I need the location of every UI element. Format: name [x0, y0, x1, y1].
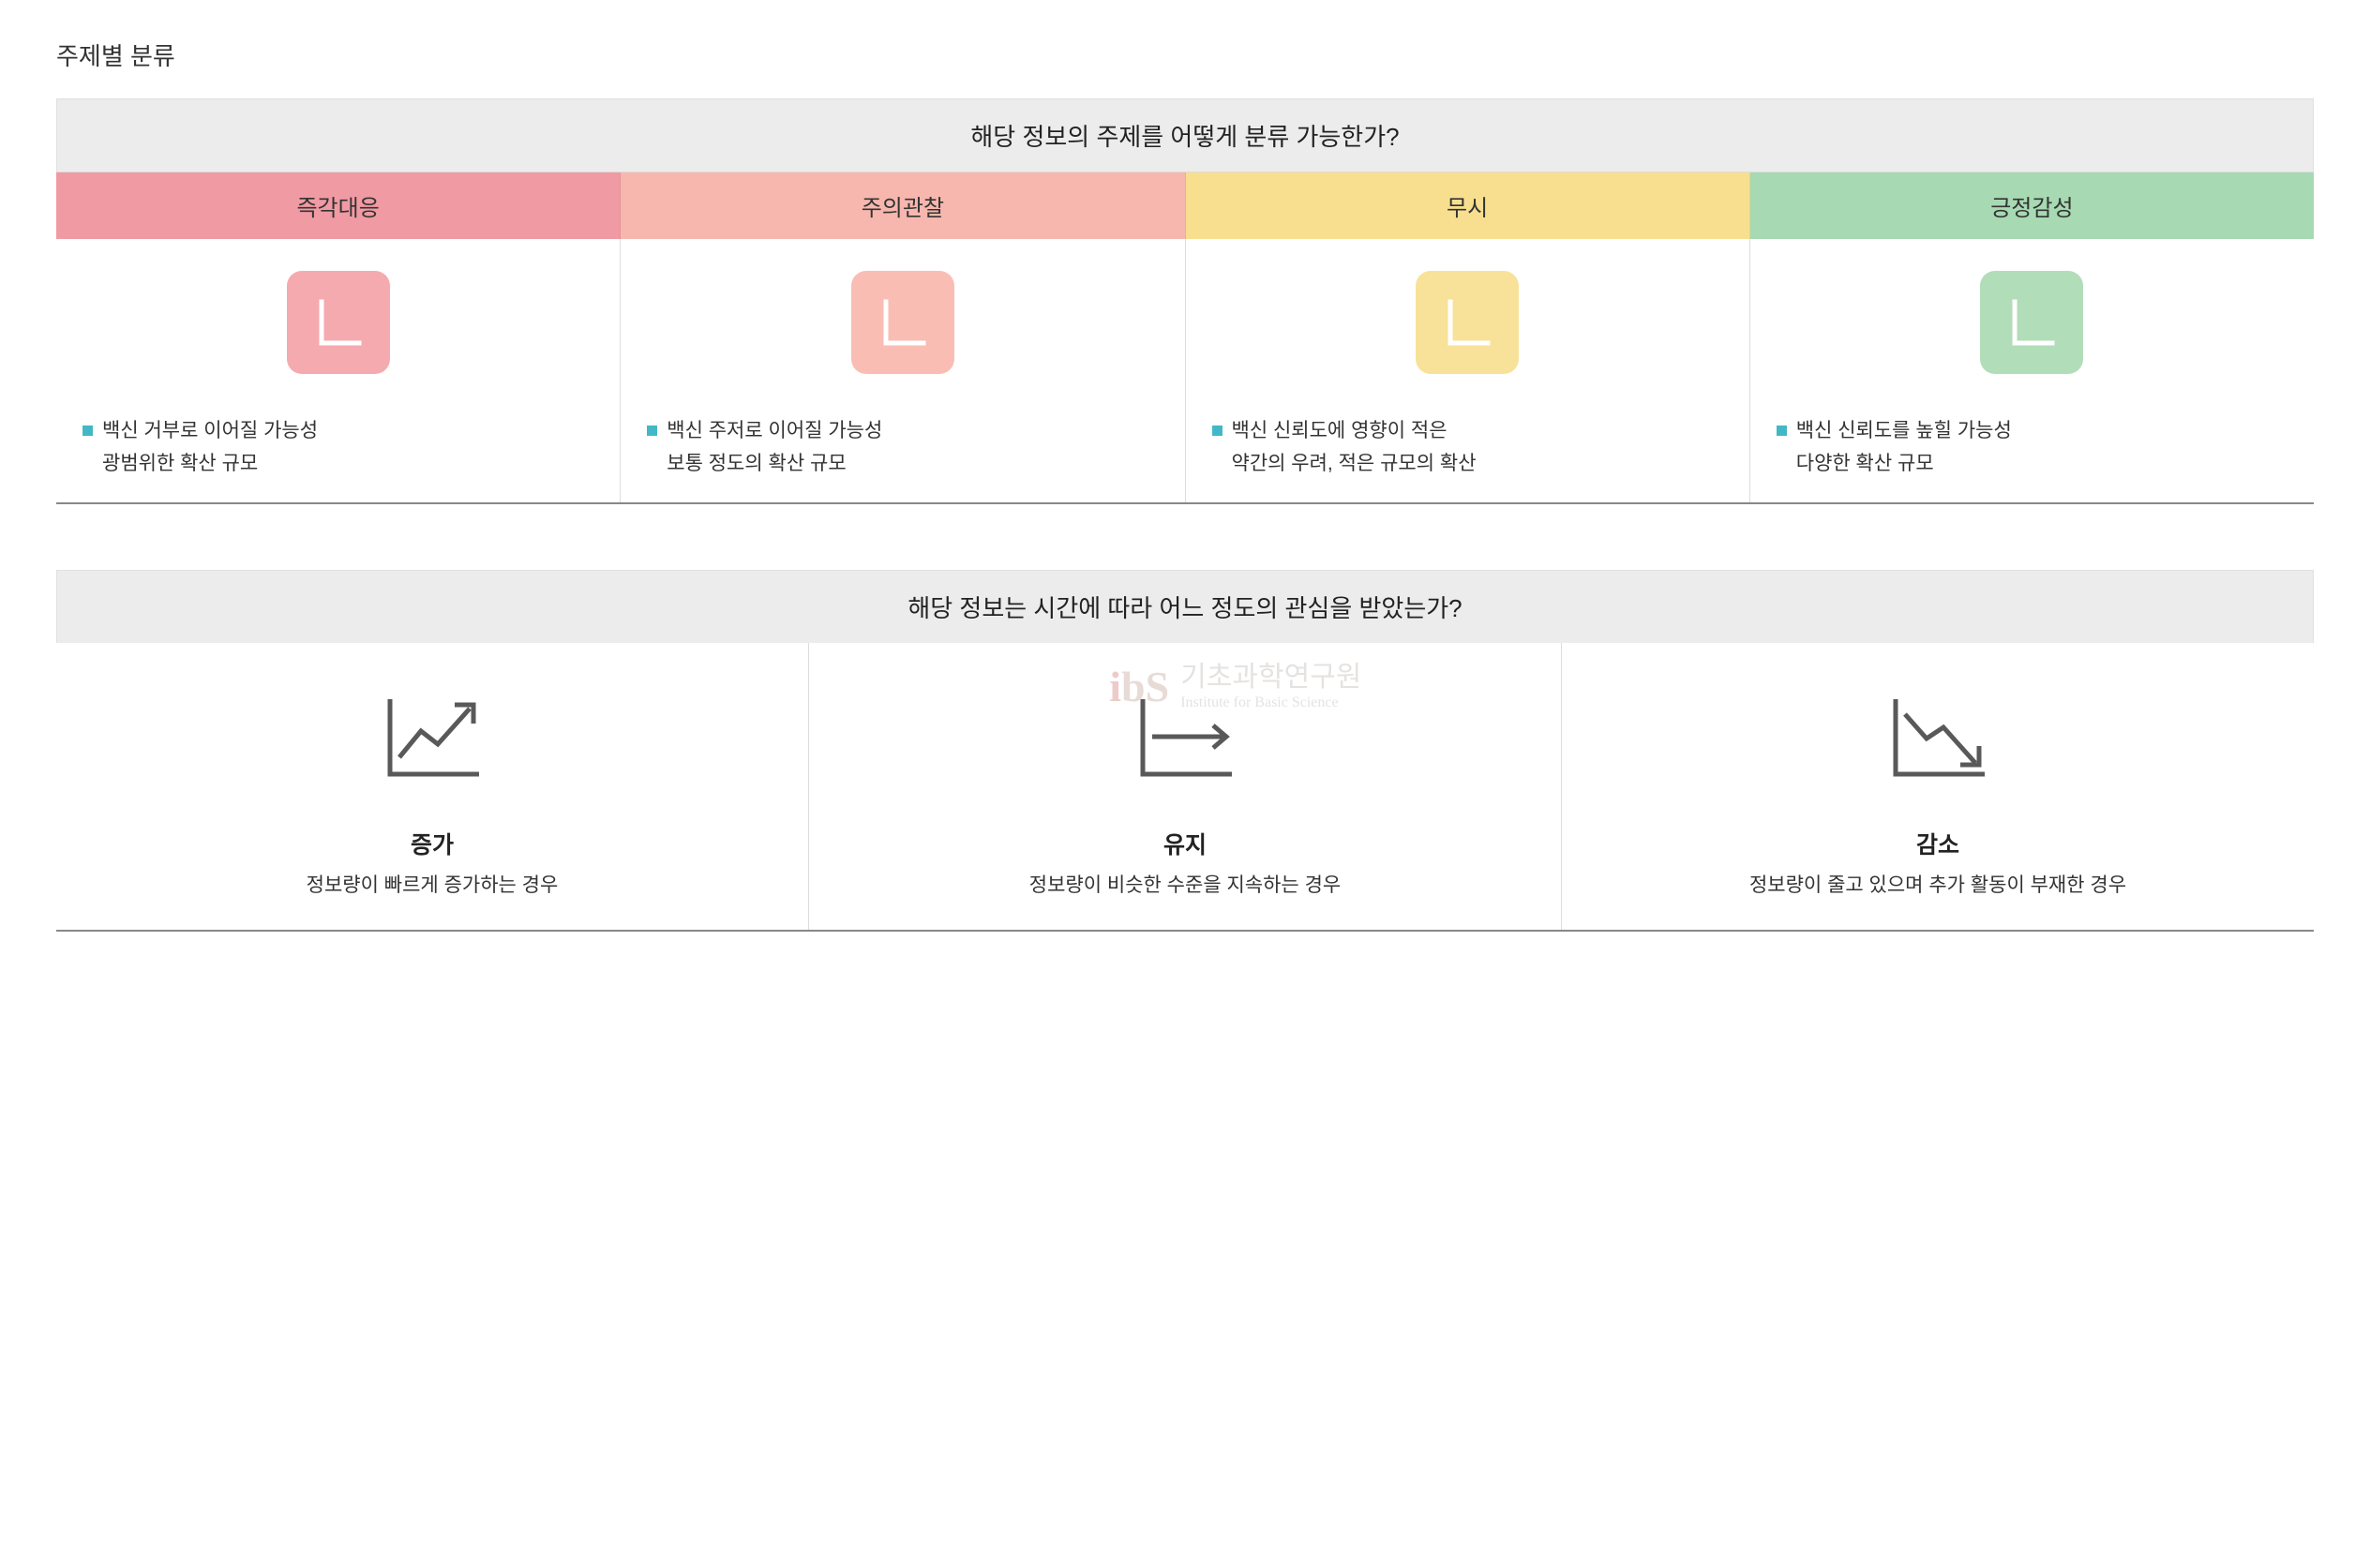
trend-section: 해당 정보는 시간에 따라 어느 정도의 관심을 받았는가? 증가 정보량이 빠… — [56, 570, 2314, 932]
bullet-marker-icon — [1212, 426, 1222, 436]
trend-cell-steady: ibS 기초과학연구원 Institute for Basic Science … — [809, 643, 1562, 930]
category-content-row: 백신 거부로 이어질 가능성 광범위한 확산 규모 백신 주저로 이어질 가능성… — [56, 239, 2314, 504]
trend-desc: 정보량이 비슷한 수준을 지속하는 경우 — [1029, 870, 1341, 898]
bullet-text-line2: 다양한 확산 규모 — [1777, 448, 2288, 481]
chart-axis-icon — [1980, 271, 2083, 374]
chart-axis-icon — [287, 271, 390, 374]
bullet-text-line1: 백신 주저로 이어질 가능성 — [667, 415, 1158, 448]
trend-desc: 정보량이 빠르게 증가하는 경우 — [307, 870, 559, 898]
bullet-block: 백신 신뢰도에 영향이 적은 약간의 우려, 적은 규모의 확산 — [1212, 415, 1723, 480]
chart-axis-icon — [851, 271, 954, 374]
bullet-marker-icon — [647, 426, 657, 436]
classification-section: 해당 정보의 주제를 어떻게 분류 가능한가? 즉각대응 주의관찰 무시 긍정감… — [56, 98, 2314, 504]
section1-question: 해당 정보의 주제를 어떻게 분류 가능한가? — [56, 98, 2314, 172]
chart-axis-icon — [1416, 271, 1519, 374]
trend-flat-icon — [1129, 690, 1241, 784]
trend-title: 유지 — [1163, 827, 1207, 860]
bullet-marker-icon — [1777, 426, 1787, 436]
bullet-text-line2: 보통 정도의 확산 규모 — [647, 448, 1158, 481]
trend-title: 감소 — [1916, 827, 1959, 860]
bullet-block: 백신 거부로 이어질 가능성 광범위한 확산 규모 — [82, 415, 593, 480]
cat-cell-immediate: 백신 거부로 이어질 가능성 광범위한 확산 규모 — [56, 239, 621, 502]
trend-cell-decrease: 감소 정보량이 줄고 있으며 추가 활동이 부재한 경우 — [1562, 643, 2314, 930]
bullet-block: 백신 신뢰도를 높힐 가능성 다양한 확산 규모 — [1777, 415, 2288, 480]
bullet-text-line2: 약간의 우려, 적은 규모의 확산 — [1212, 448, 1723, 481]
trend-cell-increase: 증가 정보량이 빠르게 증가하는 경우 — [56, 643, 809, 930]
bullet-text-line1: 백신 신뢰도에 영향이 적은 — [1232, 415, 1723, 448]
trend-title: 증가 — [411, 827, 454, 860]
category-header-row: 즉각대응 주의관찰 무시 긍정감성 — [56, 172, 2314, 239]
cat-header-watch: 주의관찰 — [621, 172, 1185, 239]
cat-header-positive: 긍정감성 — [1750, 172, 2314, 239]
cat-cell-watch: 백신 주저로 이어질 가능성 보통 정도의 확산 규모 — [621, 239, 1185, 502]
bullet-marker-icon — [82, 426, 93, 436]
cat-cell-ignore: 백신 신뢰도에 영향이 적은 약간의 우려, 적은 규모의 확산 — [1186, 239, 1750, 502]
trend-down-icon — [1882, 690, 1994, 784]
trend-desc: 정보량이 줄고 있으며 추가 활동이 부재한 경우 — [1749, 870, 2126, 898]
bullet-text-line2: 광범위한 확산 규모 — [82, 448, 593, 481]
section2-question: 해당 정보는 시간에 따라 어느 정도의 관심을 받았는가? — [56, 570, 2314, 643]
cat-header-immediate: 즉각대응 — [56, 172, 621, 239]
bullet-block: 백신 주저로 이어질 가능성 보통 정도의 확산 규모 — [647, 415, 1158, 480]
cat-cell-positive: 백신 신뢰도를 높힐 가능성 다양한 확산 규모 — [1750, 239, 2314, 502]
bullet-text-line1: 백신 신뢰도를 높힐 가능성 — [1796, 415, 2288, 448]
trend-up-icon — [376, 690, 488, 784]
bullet-text-line1: 백신 거부로 이어질 가능성 — [102, 415, 593, 448]
page-title: 주제별 분류 — [56, 37, 2314, 72]
cat-header-ignore: 무시 — [1186, 172, 1750, 239]
trend-row: 증가 정보량이 빠르게 증가하는 경우 ibS 기초과학연구원 Institut… — [56, 643, 2314, 932]
